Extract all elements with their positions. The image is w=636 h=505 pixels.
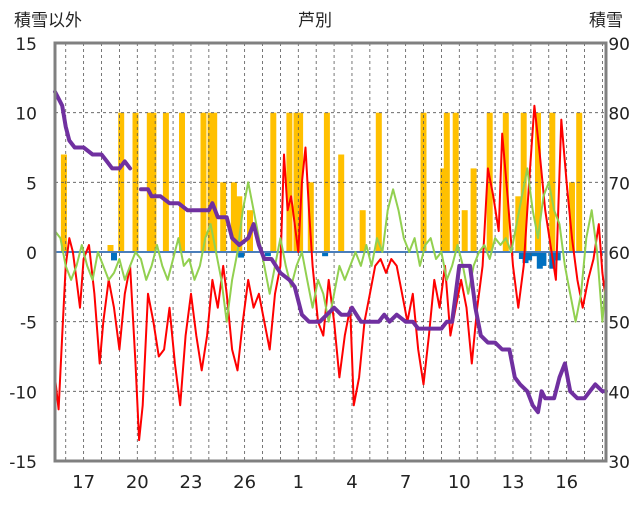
x-tick-label: 4: [346, 472, 357, 493]
x-tick-label: 17: [72, 472, 95, 493]
right-axis-label: 積雪: [589, 11, 623, 31]
bar-0-36: [569, 182, 575, 252]
bar-0-27: [452, 112, 459, 252]
frame-layer: [53, 41, 608, 463]
x-tick-label: 23: [180, 472, 203, 493]
bar-0-21: [338, 154, 345, 252]
y-right-tick-label: 40: [608, 383, 630, 403]
left-axis-label: 積雪以外: [14, 11, 82, 31]
series-line-2-1: [138, 187, 608, 415]
bar-0-12: [230, 182, 237, 252]
plot-frame: [53, 41, 608, 463]
x-tick-label: 1: [293, 472, 304, 493]
bar-0-35: [549, 112, 556, 252]
y-left-tick-label: -5: [20, 314, 37, 334]
bar-0-4: [146, 112, 153, 252]
bar-1-3: [322, 252, 329, 257]
bar-0-32: [515, 196, 522, 252]
bar-1-2: [264, 252, 271, 257]
bar-0-13: [236, 196, 243, 252]
bar-0-23: [375, 112, 382, 252]
bar-0-28: [461, 210, 468, 252]
x-tick-label: 7: [400, 472, 411, 493]
x-tick-label: 10: [448, 472, 471, 493]
series-line-2-0: [53, 89, 133, 171]
bar-1-5: [522, 252, 529, 264]
y-left-tick-label: 0: [26, 244, 37, 264]
x-tick-label: 20: [126, 472, 149, 493]
bar-1-1: [238, 252, 245, 258]
y-left-tick-label: -15: [9, 453, 37, 473]
bar-0-10: [211, 112, 218, 252]
y-right-tick-label: 60: [608, 244, 630, 264]
bar-0-22: [359, 210, 366, 252]
bar-0-1: [107, 245, 114, 252]
bar-0-19: [307, 182, 314, 252]
x-tick-label: 26: [233, 472, 256, 493]
bar-1-9: [540, 252, 547, 266]
x-tick-label: 13: [502, 472, 525, 493]
y-right-tick-label: 90: [608, 35, 630, 55]
bar-1-8: [536, 252, 543, 269]
bar-0-8: [200, 112, 207, 252]
bar-0-25: [440, 168, 447, 252]
bar-0-29: [470, 168, 477, 252]
bar-1-11: [554, 252, 561, 261]
text-layer: 積雪以外 芦別 積雪 151050-5-10-15908070605040301…: [9, 11, 630, 493]
y-right-tick-label: 50: [608, 314, 630, 334]
bar-1-6: [526, 252, 533, 261]
bar-0-0: [60, 154, 67, 252]
bar-1-0: [111, 252, 117, 261]
y-left-tick-label: 5: [26, 174, 37, 194]
grid-layer: [55, 43, 606, 461]
bars-layer: [60, 112, 583, 269]
bar-0-18: [297, 112, 304, 252]
y-left-tick-label: 10: [15, 105, 37, 125]
y-left-tick-label: -10: [9, 383, 37, 403]
y-right-tick-label: 30: [608, 453, 630, 473]
y-left-tick-label: 15: [15, 35, 37, 55]
y-right-tick-label: 70: [608, 174, 630, 194]
bar-0-9: [207, 112, 214, 252]
bar-1-7: [531, 252, 538, 257]
y-right-tick-label: 80: [608, 105, 630, 125]
lines-layer: [53, 89, 608, 442]
chart-title: 芦別: [298, 11, 332, 31]
bar-1-4: [518, 252, 525, 259]
x-tick-label: 16: [555, 472, 578, 493]
